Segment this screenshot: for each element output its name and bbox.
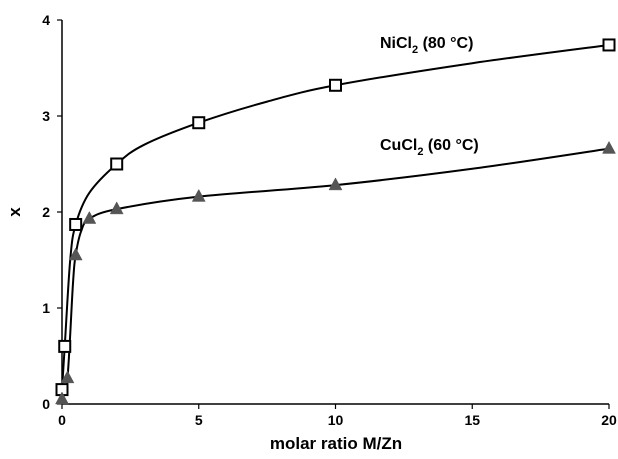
series-label-nicl2-condition: (80 °C) bbox=[418, 35, 473, 52]
y-tick-label: 2 bbox=[42, 204, 50, 220]
cucl2-data-point bbox=[191, 188, 206, 202]
ticks: 0 5 10 15 20 0 1 2 3 4 bbox=[42, 12, 617, 428]
y-tick-label: 3 bbox=[42, 108, 50, 124]
series-label-nicl2-main: NiCl bbox=[380, 35, 412, 52]
nicl2-data-point bbox=[192, 116, 206, 130]
y-tick-label: 0 bbox=[42, 396, 50, 412]
cucl2-data-point bbox=[82, 210, 97, 224]
x-axis-title: molar ratio M/Zn bbox=[270, 434, 402, 453]
cucl2-data-point bbox=[602, 140, 616, 154]
fit-curve-nicl2 bbox=[61, 43, 610, 390]
series-label-cucl2: CuCl2 (60 °C) bbox=[380, 137, 479, 158]
nicl2-data-point bbox=[110, 157, 124, 171]
series-label-nicl2: NiCl2 (80 °C) bbox=[380, 35, 473, 56]
y-tick-label: 1 bbox=[42, 300, 50, 316]
x-tick-label: 15 bbox=[464, 412, 480, 428]
series-label-cucl2-condition: (60 °C) bbox=[423, 137, 478, 154]
fit-curves bbox=[61, 43, 610, 400]
nicl2-data-point bbox=[329, 78, 342, 92]
nicl2-data-point bbox=[58, 339, 72, 353]
cucl2-data-point bbox=[109, 201, 124, 215]
cucl2-data-point bbox=[328, 177, 343, 191]
axes bbox=[61, 20, 609, 405]
series-label-cucl2-main: CuCl bbox=[380, 137, 417, 154]
x-tick-label: 0 bbox=[58, 412, 66, 428]
cucl2-data-point bbox=[68, 247, 83, 261]
series-label-nicl2-subscript: 2 bbox=[412, 44, 418, 56]
x-tick-label: 5 bbox=[195, 412, 203, 428]
fit-curve-cucl2 bbox=[61, 147, 610, 400]
y-tick-label: 4 bbox=[42, 12, 50, 28]
nicl2-data-point bbox=[69, 217, 83, 231]
cucl2-data-point bbox=[60, 370, 75, 384]
nicl2-data-point bbox=[602, 38, 616, 52]
cucl2-data-point bbox=[55, 391, 69, 405]
x-tick-label: 20 bbox=[601, 412, 617, 428]
series-label-cucl2-subscript: 2 bbox=[417, 146, 423, 158]
y-axis-title: x bbox=[5, 207, 24, 217]
x-tick-label: 10 bbox=[328, 412, 344, 428]
data-markers bbox=[55, 38, 616, 405]
